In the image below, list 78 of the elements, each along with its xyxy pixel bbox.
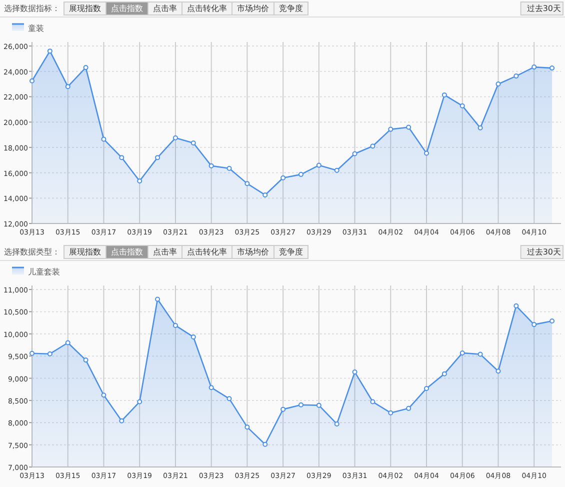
point <box>101 392 106 398</box>
point <box>262 192 268 198</box>
point <box>280 406 286 412</box>
point <box>424 150 430 156</box>
point <box>172 135 178 140</box>
text: 点击转化率 <box>187 4 227 13</box>
text: 展现指数 <box>69 4 101 13</box>
text: 点击指数 <box>111 248 143 256</box>
point <box>137 399 142 404</box>
point <box>334 168 340 173</box>
point <box>65 340 70 346</box>
point <box>172 322 178 328</box>
point <box>83 65 88 70</box>
text: 点击率 <box>153 248 177 256</box>
point <box>226 166 232 171</box>
point <box>119 155 124 160</box>
point <box>442 92 447 98</box>
point <box>334 421 340 426</box>
point <box>298 172 304 177</box>
point <box>47 48 52 54</box>
text: 选择数据类型： <box>4 248 60 256</box>
point <box>352 370 358 375</box>
text: 竞争度 <box>279 4 303 13</box>
point <box>532 322 537 328</box>
point <box>119 418 124 424</box>
point <box>280 175 286 180</box>
text: 市场均价 <box>237 248 269 256</box>
point <box>406 406 412 411</box>
point <box>155 155 160 160</box>
point <box>83 358 88 363</box>
point <box>532 64 537 70</box>
text: 过去30天 <box>526 4 561 13</box>
point <box>424 386 430 391</box>
point <box>226 396 232 402</box>
text: 竞争度 <box>279 248 303 256</box>
legend-label: 童装 <box>28 24 44 33</box>
text: 点击转化率 <box>187 248 227 256</box>
point <box>316 162 322 168</box>
point <box>101 136 106 142</box>
point <box>550 318 555 324</box>
point <box>496 82 501 87</box>
point <box>208 163 214 168</box>
point <box>460 350 465 356</box>
point <box>190 334 196 340</box>
legend-label: 儿童套装 <box>28 268 60 276</box>
point <box>65 84 70 90</box>
point <box>370 144 376 149</box>
point <box>352 151 358 156</box>
text: 点击率 <box>153 4 177 13</box>
point <box>406 124 412 130</box>
point <box>514 303 519 308</box>
point <box>30 350 34 356</box>
point <box>388 410 394 416</box>
point <box>370 399 376 404</box>
point <box>442 371 447 376</box>
point <box>460 103 465 108</box>
point <box>478 352 483 357</box>
text: 市场均价 <box>237 4 269 13</box>
point <box>262 442 268 447</box>
point <box>30 78 34 84</box>
point <box>244 424 250 430</box>
point <box>244 181 250 186</box>
point <box>47 351 52 356</box>
text: 过去30天 <box>526 248 561 256</box>
point <box>298 402 304 408</box>
point <box>388 126 394 132</box>
point <box>155 296 160 302</box>
point <box>316 402 322 408</box>
point <box>550 66 555 71</box>
text: 展现指数 <box>69 248 101 256</box>
text: 点击指数 <box>111 4 143 13</box>
point <box>190 140 196 146</box>
point <box>478 125 483 130</box>
point <box>137 178 142 184</box>
point <box>496 368 501 374</box>
point <box>208 385 214 390</box>
text: 选择数据指标： <box>4 4 60 13</box>
point <box>514 74 519 79</box>
